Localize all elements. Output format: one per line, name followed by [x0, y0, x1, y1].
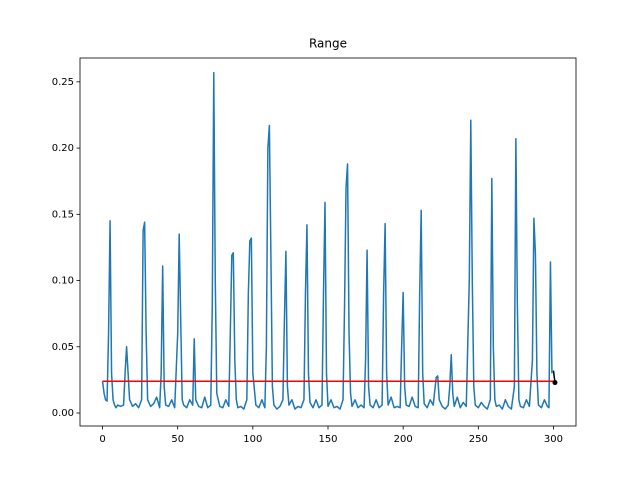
y-tick-label: 0.20 [52, 143, 74, 154]
x-tick-label: 300 [544, 434, 563, 445]
x-tick-label: 200 [394, 434, 413, 445]
end-marker [552, 380, 558, 386]
y-tick-label: 0.25 [52, 77, 74, 88]
series-line [101, 71, 553, 410]
x-tick-label: 50 [171, 434, 184, 445]
x-tick-label: 250 [469, 434, 488, 445]
chart-title: Range [309, 37, 347, 51]
y-tick-label: 0.10 [52, 276, 74, 287]
x-tick-label: 0 [99, 434, 105, 445]
y-tick-label: 0.15 [52, 209, 74, 220]
y-tick-label: 0.00 [52, 408, 74, 419]
x-tick-label: 150 [318, 434, 337, 445]
y-tick-label: 0.05 [52, 342, 74, 353]
x-tick-label: 100 [243, 434, 262, 445]
